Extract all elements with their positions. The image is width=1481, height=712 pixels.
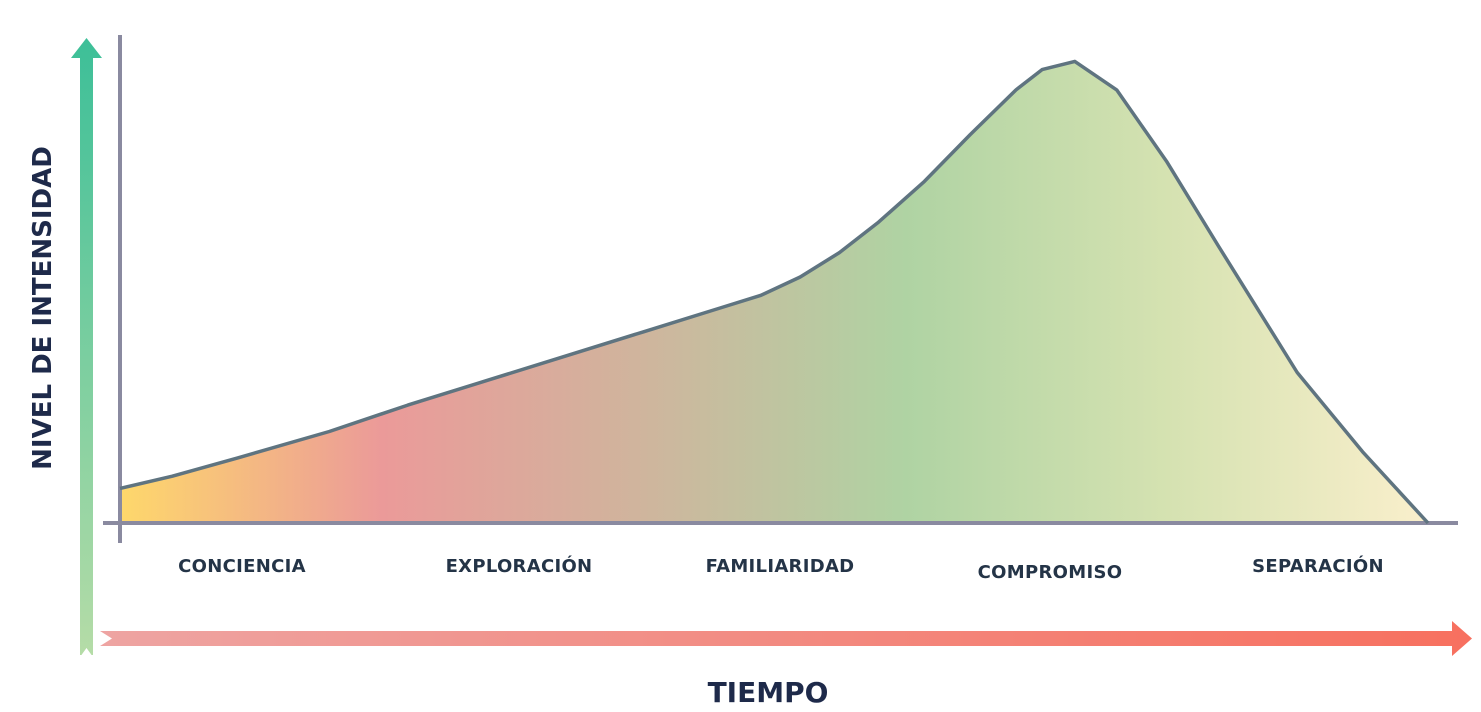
stage-label-compromiso: COMPROMISO (978, 562, 1123, 583)
y-axis-arrow (71, 38, 102, 657)
stage-label-separacion: SEPARACIÓN (1252, 555, 1384, 577)
y-arrow-tail-notch (80, 648, 93, 657)
stage-label-exploracion: EXPLORACIÓN (446, 555, 593, 577)
y-axis-title: NIVEL DE INTENSIDAD (28, 146, 58, 470)
y-arrow-head (71, 38, 102, 58)
intensity-curve-line (119, 59, 1430, 525)
x-axis-title: TIEMPO (708, 676, 829, 709)
x-axis-arrow (100, 621, 1472, 656)
stage-label-familiaridad: FAMILIARIDAD (706, 556, 855, 577)
stage-label-conciencia: CONCIENCIA (178, 556, 306, 577)
y-arrow-shaft (80, 55, 93, 655)
intensity-area (120, 61, 1428, 524)
x-arrow-shape (100, 621, 1472, 656)
